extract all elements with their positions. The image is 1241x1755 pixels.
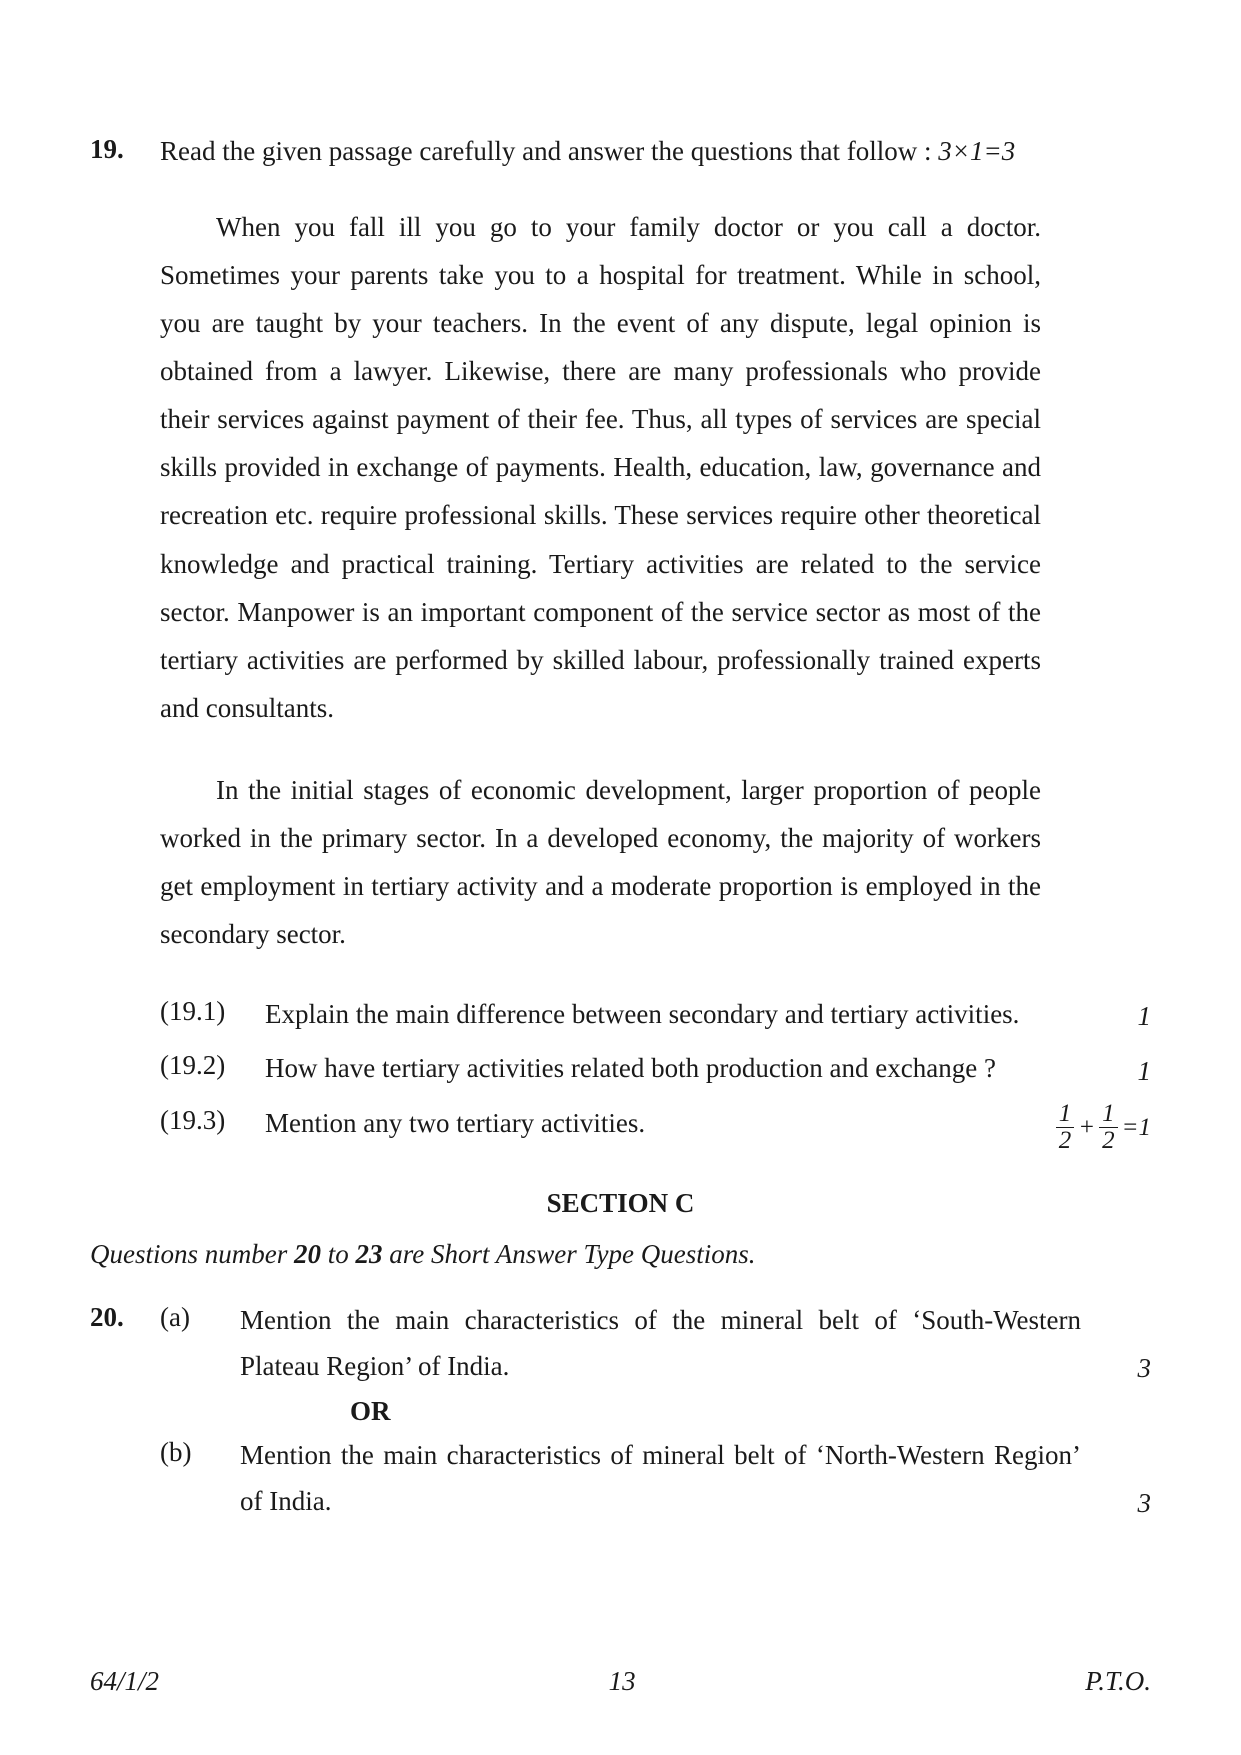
question-text: Mention the main characteristics of mine… — [240, 1433, 1091, 1525]
passage-paragraph-1: When you fall ill you go to your family … — [160, 203, 1041, 732]
fraction-half-1: 1 2 — [1056, 1101, 1075, 1155]
fraction-numerator: 1 — [1099, 1101, 1118, 1128]
question-number: 19. — [90, 130, 160, 165]
equals-one: =1 — [1122, 1114, 1151, 1142]
sub-question-19-1: (19.1) Explain the main difference betwe… — [160, 992, 1151, 1037]
question-marks: 3 — [1091, 1353, 1151, 1390]
or-separator: OR — [350, 1396, 1151, 1427]
sub-question-19-2: (19.2) How have tertiary activities rela… — [160, 1046, 1151, 1091]
sub-question-text: Mention any two tertiary activities. — [265, 1101, 1011, 1146]
footer-paper-code: 64/1/2 — [90, 1666, 159, 1697]
question-number: 20. — [90, 1298, 160, 1333]
note-bold-20: 20 — [294, 1239, 321, 1269]
question-marks: 3 — [1091, 1488, 1151, 1525]
note-bold-23: 23 — [356, 1239, 383, 1269]
fraction-numerator: 1 — [1056, 1101, 1075, 1128]
page-footer: 64/1/2 13 P.T.O. — [90, 1666, 1151, 1697]
fraction-denominator: 2 — [1099, 1128, 1118, 1154]
sub-question-number: (19.2) — [160, 1046, 265, 1081]
note-pre: Questions number — [90, 1239, 294, 1269]
sub-question-marks: 1 — [1051, 1056, 1151, 1091]
exam-page: 19. Read the given passage carefully and… — [0, 0, 1241, 1755]
question-20b: (b) Mention the main characteristics of … — [90, 1433, 1151, 1525]
part-letter: (b) — [160, 1433, 240, 1468]
plus-sign: + — [1078, 1114, 1095, 1142]
note-mid: to — [321, 1239, 356, 1269]
sub-question-number: (19.1) — [160, 992, 265, 1027]
question-marks: 3×1=3 — [938, 136, 1015, 166]
question-number-blank — [90, 1433, 160, 1437]
sub-question-marks-fraction: 1 2 + 1 2 =1 — [1011, 1101, 1151, 1155]
passage-paragraph-2: In the initial stages of economic develo… — [160, 766, 1041, 958]
sub-question-text: How have tertiary activities related bot… — [265, 1046, 1051, 1091]
question-20a: 20. (a) Mention the main characteristics… — [90, 1298, 1151, 1390]
part-letter: (a) — [160, 1298, 240, 1333]
question-prompt: Read the given passage carefully and ans… — [160, 130, 1151, 173]
sub-question-marks: 1 — [1051, 1001, 1151, 1036]
fraction-denominator: 2 — [1056, 1128, 1075, 1154]
question-19: 19. Read the given passage carefully and… — [90, 130, 1151, 173]
passage: When you fall ill you go to your family … — [160, 203, 1041, 958]
fraction-half-2: 1 2 — [1099, 1101, 1118, 1155]
footer-page-number: 13 — [609, 1666, 636, 1697]
note-post: are Short Answer Type Questions. — [383, 1239, 756, 1269]
sub-question-number: (19.3) — [160, 1101, 265, 1136]
section-c-title: SECTION C — [90, 1188, 1151, 1219]
sub-question-text: Explain the main difference between seco… — [265, 992, 1051, 1037]
sub-question-19-3: (19.3) Mention any two tertiary activiti… — [160, 1101, 1151, 1155]
section-c-note: Questions number 20 to 23 are Short Answ… — [90, 1239, 1151, 1270]
prompt-text: Read the given passage carefully and ans… — [160, 136, 932, 166]
footer-pto: P.T.O. — [1085, 1666, 1151, 1697]
question-text: Mention the main characteristics of the … — [240, 1298, 1091, 1390]
